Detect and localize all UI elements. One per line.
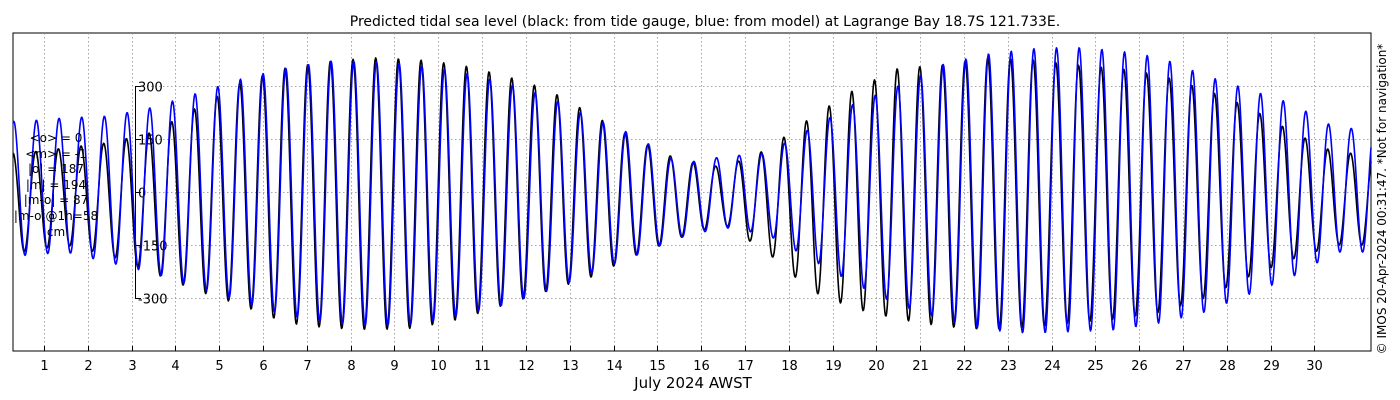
- stat-abs-model: |m| = 194: [25, 177, 87, 192]
- stat-abs-diff: |m-o| = 87: [23, 193, 89, 208]
- x-tick-label: 3: [128, 359, 136, 374]
- x-tick-label: 21: [912, 359, 929, 374]
- chart-title: Predicted tidal sea level (black: from t…: [350, 14, 1060, 30]
- x-tick-label: 17: [737, 359, 754, 374]
- copyright-notice: © IMOS 20-Apr-2024 00:31:47. *Not for na…: [1371, 9, 1393, 389]
- series-line: [12, 47, 1372, 334]
- x-tick-label: 24: [1044, 359, 1061, 374]
- y-tick-label: -150: [138, 240, 168, 255]
- x-tick-label: 19: [825, 359, 842, 374]
- x-tick-label: 1: [40, 359, 48, 374]
- x-tick-label: 26: [1131, 359, 1148, 374]
- x-tick-label: 2: [84, 359, 92, 374]
- x-tick-label: 20: [868, 359, 885, 374]
- x-tick-label: 14: [606, 359, 623, 374]
- x-tick-label: 6: [259, 359, 267, 374]
- series-lines: [12, 47, 1372, 334]
- y-tick-label: 300: [138, 81, 163, 96]
- x-tick-label: 28: [1219, 359, 1236, 374]
- stat-units: cm: [46, 224, 66, 239]
- x-tick-label: 11: [474, 359, 491, 374]
- x-tick-label: 4: [171, 359, 179, 374]
- x-tick-label: 27: [1175, 359, 1192, 374]
- x-tick-label: 7: [303, 359, 311, 374]
- x-tick-label: 30: [1306, 359, 1323, 374]
- x-tick-label: 13: [562, 359, 579, 374]
- x-tick-label: 22: [956, 359, 973, 374]
- stat-mean-observed: <o> = 0: [29, 131, 83, 145]
- x-tick-label: 12: [518, 359, 535, 374]
- x-tick-label: 10: [430, 359, 447, 374]
- copyright-text: © IMOS 20-Apr-2024 00:31:47. *Not for na…: [1375, 43, 1389, 355]
- x-tick-label: 9: [390, 359, 398, 374]
- x-tick-label: 5: [215, 359, 223, 374]
- y-tick-label: 0: [138, 187, 146, 202]
- x-tick-label: 25: [1087, 359, 1104, 374]
- stat-abs-diff-1h: |m-o|@1h=58: [13, 208, 99, 223]
- y-tick-label: -300: [138, 293, 168, 308]
- x-tick-label: 18: [781, 359, 798, 374]
- x-tick-label: 8: [347, 359, 355, 374]
- stat-abs-observed: |o| = 187: [27, 162, 84, 177]
- stat-mean-model: <m> = -1: [25, 146, 87, 161]
- x-tick-label: 23: [1000, 359, 1017, 374]
- x-axis: 1 2 3 4 5 6 7 8 9 10 11 12 13 14 15 16 17 18 19 20 21 22 23 24 2…: [40, 346, 1323, 374]
- x-tick-label: 29: [1263, 359, 1280, 374]
- x-tick-label: 16: [693, 359, 710, 374]
- statistics-panel: <o> = 0 <m> = -1 |o| = 187 |m| = 194 |m-…: [0, 131, 112, 240]
- x-axis-label: July 2024 AWST: [633, 374, 752, 392]
- x-tick-label: 15: [649, 359, 666, 374]
